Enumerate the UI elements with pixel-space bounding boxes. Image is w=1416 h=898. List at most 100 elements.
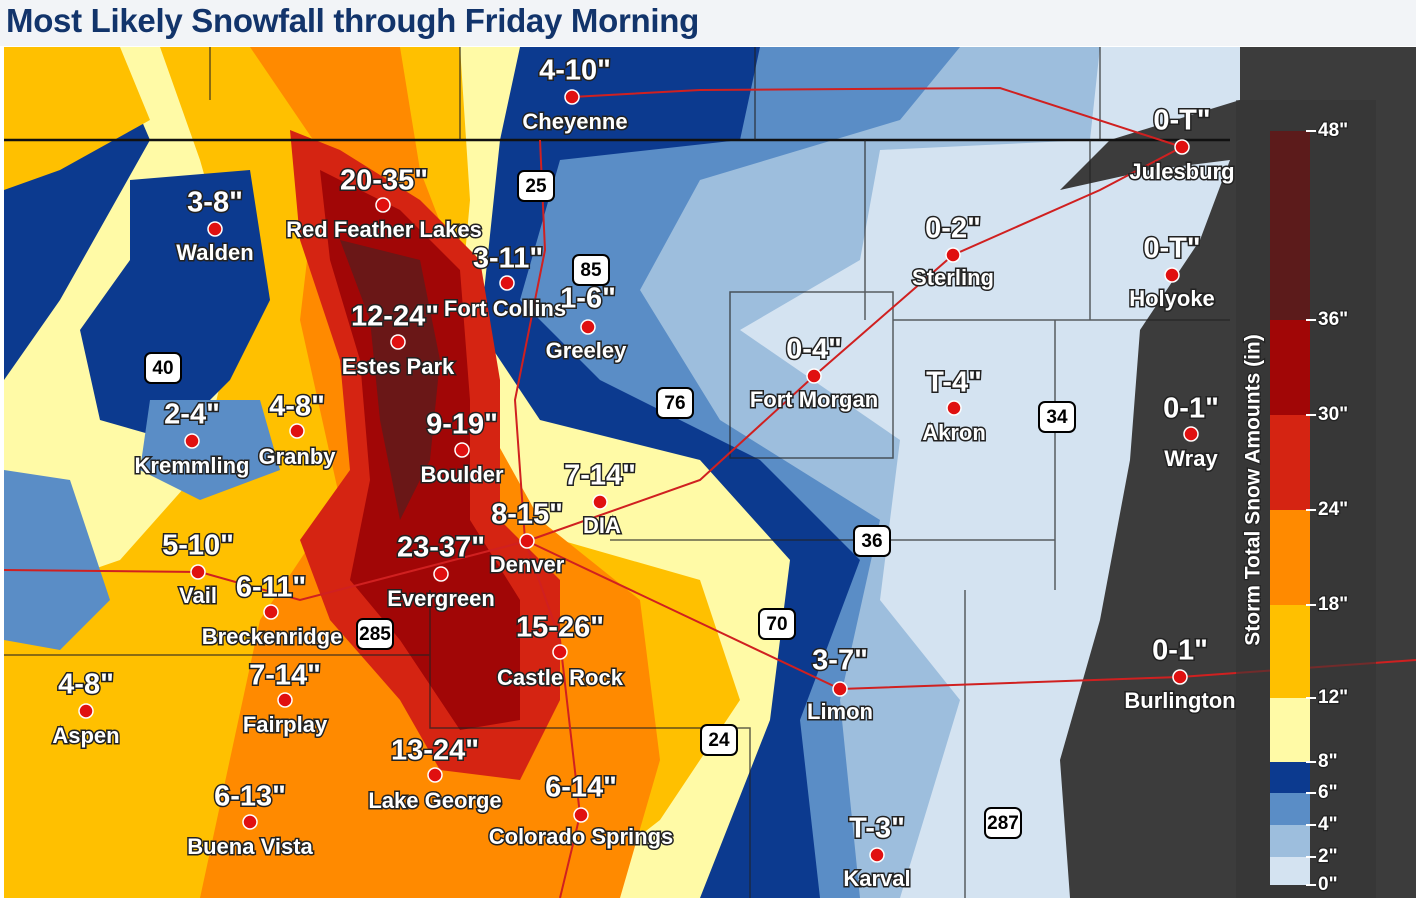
city-name: Castle Rock [497,665,624,690]
city-name: Fort Collins [444,296,566,321]
highway-shield [853,525,891,557]
city-dot [806,368,822,384]
city-dot [184,433,200,449]
city-dot [427,767,443,783]
city-dot [454,442,470,458]
city-name: Red Feather Lakes [286,217,482,242]
snow-zone [80,170,270,440]
highway-number: 70 [766,614,787,635]
map: 4-10" Cheyenne 0-T" Julesburg 3-8" Walden 20-3… [4,47,1416,898]
city-name: Limon [807,699,873,724]
snow-amount: 9-19" [426,409,498,441]
highway-number: 24 [708,730,730,751]
city-name: Karval [843,866,910,891]
city-name: Akron [922,420,986,445]
snow-amount: 0-4" [786,334,842,366]
legend-label: 4" [1318,814,1338,835]
title-bar: Most Likely Snowfall through Friday Morn… [0,0,1416,46]
city-name: Julesburg [1129,159,1234,184]
city-dot [1183,426,1199,442]
legend-label: 24" [1318,499,1348,520]
city-name: Evergreen [387,586,495,611]
city-dot [552,644,568,660]
legend-label: 2" [1318,846,1338,867]
snow-amount: 23-37" [397,532,485,564]
city-name: Walden [176,240,253,265]
city-dot [946,400,962,416]
snow-amount: 0-1" [1152,635,1208,667]
city-dot [1174,139,1190,155]
snow-amount: 3-8" [187,187,243,219]
highway-shield [356,618,394,650]
snow-amount: T-4" [926,367,982,399]
highway-shield [517,170,555,202]
snow-amount: 4-10" [539,55,611,87]
city-name: Fort Morgan [750,387,878,412]
city-dot [499,275,515,291]
city-name: Vail [179,583,217,608]
highway-shield [1038,401,1076,433]
snow-amount: 6-13" [214,781,286,813]
city-dot [390,334,406,350]
snow-amount: 20-35" [340,165,428,197]
legend-label: 30" [1318,404,1348,425]
snow-amount: 1-6" [560,283,616,315]
legend-label: 48" [1318,120,1348,141]
city-dot [207,221,223,237]
snow-zone [4,47,150,190]
highway-number: 36 [861,531,882,552]
city-dot [242,814,258,830]
city-dot [1172,669,1188,685]
highway-shield [572,254,610,286]
city-name: Estes Park [342,354,455,379]
city-dot [1164,267,1180,283]
legend-band [1270,857,1310,885]
city-dot [573,807,589,823]
city-dot [78,703,94,719]
city-name: Fairplay [243,712,328,737]
city-dot [375,197,391,213]
highway-shield [144,352,182,384]
legend-band [1270,605,1310,698]
snow-zone [340,240,440,520]
city-name: Buena Vista [187,834,313,859]
legend-band [1270,510,1310,605]
city-name: DIA [583,513,621,538]
highway-shield [758,608,796,640]
city-name: Sterling [912,265,994,290]
highway-number: 76 [664,393,685,414]
snow-amount: 5-10" [162,530,234,562]
city-dot [433,566,449,582]
city-name: Greeley [546,338,627,363]
snow-amount: 0-1" [1163,393,1219,425]
legend-label: 18" [1318,594,1348,615]
city-name: Wray [1164,446,1218,471]
legend-band [1270,320,1310,415]
snow-amount: 4-8" [58,669,114,701]
highway-number: 287 [987,813,1019,834]
highway-number: 85 [580,260,602,281]
snow-amount: 3-7" [812,645,868,677]
snow-amount: 3-11" [473,243,543,275]
city-dot [592,494,608,510]
city-dot [277,692,293,708]
legend-band [1270,762,1310,793]
legend-label: 6" [1318,782,1338,803]
highway-shield [984,807,1022,839]
legend-band [1270,793,1310,825]
legend-band [1270,698,1310,762]
snow-amount: 0-T" [1153,105,1210,137]
highway-number: 25 [525,176,547,197]
legend-band [1270,825,1310,857]
snow-amount: 0-T" [1143,233,1200,265]
city-name: Aspen [52,723,119,748]
snow-amount: 7-14" [249,660,321,692]
legend-title: Storm Total Snow Amounts (in) [1242,334,1265,645]
city-dot [580,319,596,335]
highway-number: 34 [1046,407,1068,428]
highway-shield [656,387,694,419]
legend-label: 0" [1318,874,1338,895]
city-dot [519,533,535,549]
snow-amount: 8-15" [491,499,563,531]
city-name: Breckenridge [202,624,343,649]
